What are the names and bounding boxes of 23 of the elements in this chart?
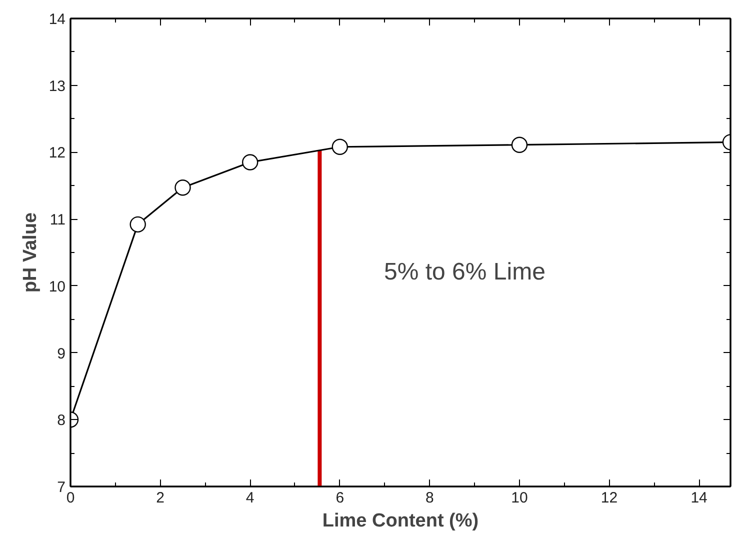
annotation: 5% to 6% Lime [384, 258, 546, 286]
y-tick-label: 11 [50, 212, 66, 229]
point [242, 154, 258, 170]
x-tick-label: 10 [511, 490, 528, 506]
x-tick-label: 12 [600, 490, 618, 506]
y-tick-label: 7 [57, 479, 66, 496]
x-tick-label: 2 [156, 490, 164, 506]
x-tick-label: 6 [336, 490, 344, 506]
x-tick-label: 14 [690, 490, 708, 506]
y-tick-label: 9 [57, 345, 66, 362]
point [174, 180, 191, 196]
x-tick-label: 8 [426, 490, 434, 506]
x-axis-title: Lime Content (%) [322, 510, 479, 532]
x-tick-label: 4 [246, 490, 254, 506]
y-tick-label: 14 [48, 11, 66, 28]
x-tick-label: 0 [66, 490, 75, 506]
point [332, 138, 348, 155]
point [130, 216, 146, 233]
y-axis-title: pH Value [20, 212, 41, 293]
y-tick-label: 8 [57, 412, 66, 430]
y-tick-label: 10 [48, 278, 66, 296]
y-tick-label: 13 [48, 78, 66, 95]
y-tick-label: 12 [48, 144, 66, 162]
